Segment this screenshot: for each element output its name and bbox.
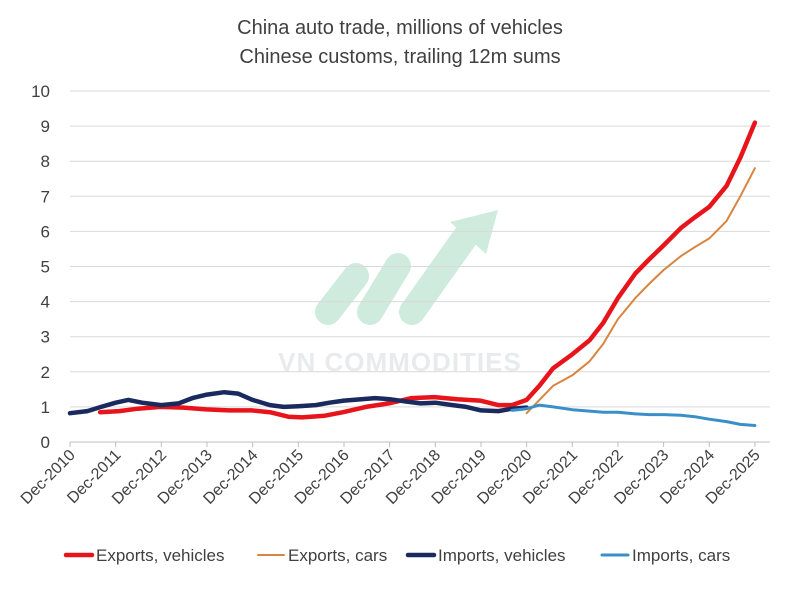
watermark-logo: VN COMMODITIES xyxy=(278,210,522,377)
legend: Exports, vehicles Exports, cars Imports, v… xyxy=(63,546,730,565)
legend-item: Imports, vehicles xyxy=(405,546,566,565)
legend-item: Exports, cars xyxy=(257,546,387,565)
series-lines xyxy=(67,120,758,427)
watermark-bar-2 xyxy=(357,253,411,325)
gridlines xyxy=(70,90,770,408)
watermark-bar-1 xyxy=(315,263,369,325)
series-line-exports-cars xyxy=(525,167,756,415)
y-tick-label: 4 xyxy=(41,293,50,312)
series-line-imports-vehicles xyxy=(67,389,529,416)
legend-label: Imports, vehicles xyxy=(438,546,566,565)
legend-label: Exports, cars xyxy=(288,546,387,565)
y-tick-label: 10 xyxy=(31,82,50,101)
y-tick-label: 2 xyxy=(41,363,50,382)
y-tick-label: 6 xyxy=(41,222,50,241)
legend-label: Imports, cars xyxy=(632,546,730,565)
watermark-text: VN COMMODITIES xyxy=(278,347,522,377)
chart-subtitle: Chinese customs, trailing 12m sums xyxy=(239,46,560,68)
series-line-imports-cars xyxy=(510,403,757,427)
chart-title: China auto trade, millions of vehicles xyxy=(237,17,563,39)
legend-item: Imports, cars xyxy=(600,546,730,565)
watermark-bar-3 xyxy=(399,223,479,325)
legend-item: Exports, vehicles xyxy=(63,546,225,565)
y-tick-label: 9 xyxy=(41,117,50,136)
legend-label: Exports, vehicles xyxy=(96,546,225,565)
y-tick-label: 7 xyxy=(41,187,50,206)
y-tick-label: 5 xyxy=(41,258,50,277)
series-line-exports-vehicles xyxy=(97,120,758,420)
y-tick-label: 3 xyxy=(41,328,50,347)
y-tick-label: 8 xyxy=(41,152,50,171)
y-tick-label: 0 xyxy=(41,433,50,452)
y-tick-label: 1 xyxy=(41,398,50,417)
watermark-arrow-head xyxy=(450,210,498,254)
